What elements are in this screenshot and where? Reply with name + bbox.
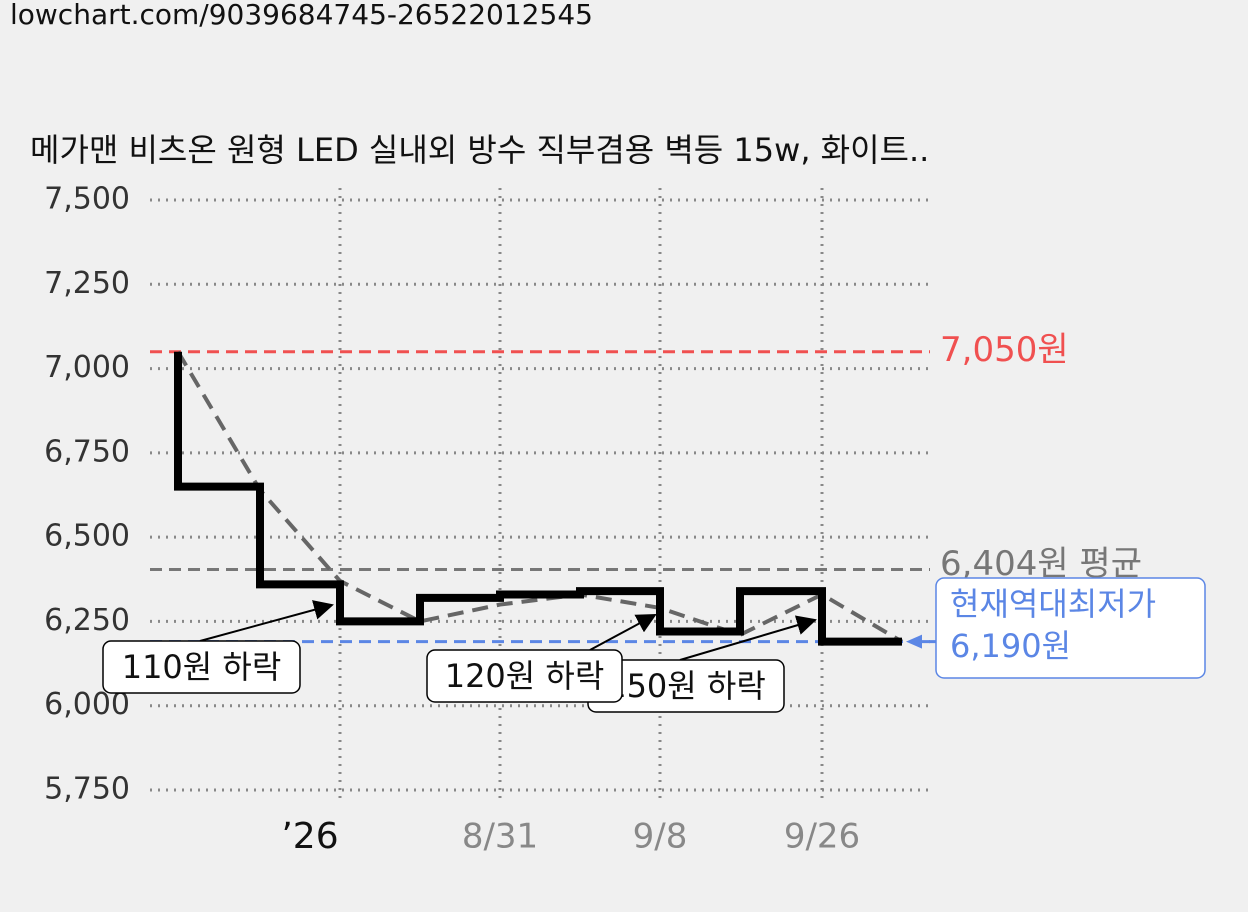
annotation-box	[102, 640, 301, 694]
reference-label: 7,050원	[940, 330, 1069, 370]
x-tick-label: 9/26	[784, 817, 860, 857]
current-low-title: 현재역대최저가	[950, 585, 1156, 623]
x-tick-label: 8/31	[462, 817, 538, 857]
y-tick-label: 6,750	[44, 434, 130, 469]
low-arrow-head	[906, 634, 922, 649]
annotation-arrow	[199, 600, 334, 642]
x-tick-label: ’26	[281, 816, 338, 857]
y-tick-label: 6,500	[44, 519, 130, 554]
url: lowchart.com/9039684745-26522012545	[10, 0, 593, 31]
y-tick-label: 5,750	[44, 772, 130, 807]
current-low-label: 6,190원	[950, 627, 1071, 665]
annotation-arrow	[589, 614, 657, 651]
annotation-text: 110원 하락	[122, 648, 282, 686]
price-line	[174, 351, 902, 646]
annotation-text: 120원 하락	[445, 657, 605, 695]
x-tick-label: 9/8	[633, 817, 688, 857]
chart-title: 메가맨 비츠온 원형 LED 실내외 방수 직부겸용 벽등 15w, 화이트..	[30, 131, 929, 169]
y-tick-label: 7,500	[44, 182, 130, 217]
y-tick-label: 7,250	[44, 266, 130, 301]
y-tick-label: 7,000	[44, 350, 130, 385]
annotation-arrow	[679, 615, 817, 661]
current-low-box	[935, 577, 1206, 679]
annotation-box	[426, 649, 623, 703]
y-tick-label: 6,250	[44, 603, 130, 638]
annotation-text: 150원 하락	[606, 667, 766, 705]
